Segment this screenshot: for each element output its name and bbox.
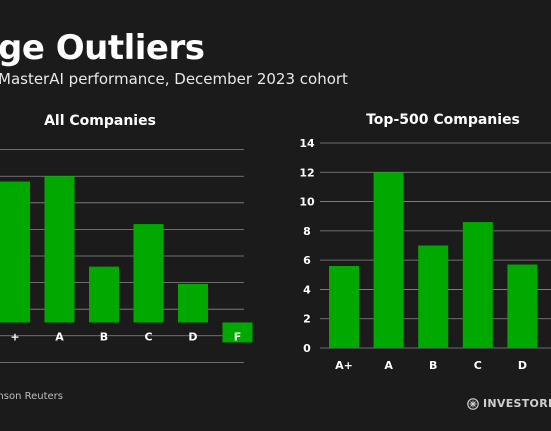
category-label: C <box>474 359 482 372</box>
bar <box>329 266 359 348</box>
bar <box>222 322 253 343</box>
logo-text: INVESTORPL <box>483 397 551 410</box>
category-label: C <box>144 330 152 343</box>
chart-title: Top-500 Companies <box>366 112 520 128</box>
category-label: A <box>384 359 393 372</box>
brand-logo: INVESTORPL <box>467 397 551 410</box>
y-tick-label: 14 <box>299 137 315 150</box>
y-tick-label: 12 <box>299 166 314 179</box>
category-label: A+ <box>335 359 353 372</box>
category-label: D <box>518 359 527 372</box>
category-label: D <box>188 330 197 343</box>
y-tick-label: 4 <box>303 283 311 296</box>
category-label: B <box>429 359 437 372</box>
bar <box>44 176 75 323</box>
y-tick-label: 6 <box>303 254 311 267</box>
page-subtitle: MasterAI performance, December 2023 coho… <box>0 70 348 88</box>
bar <box>462 222 493 348</box>
bar <box>373 172 404 348</box>
source-note: mson Reuters <box>0 391 63 402</box>
logo-mark-icon <box>467 397 479 410</box>
category-label: + <box>10 330 19 343</box>
bar <box>0 181 30 323</box>
y-tick-label: 10 <box>299 196 315 209</box>
y-tick-label: 8 <box>303 225 311 238</box>
bar <box>178 283 208 323</box>
y-tick-label: 2 <box>303 313 311 326</box>
category-label: F <box>234 330 242 343</box>
page-title: ge Outliers <box>0 28 205 68</box>
bar <box>507 264 538 348</box>
bar <box>89 266 119 323</box>
chart-title: All Companies <box>44 113 156 129</box>
category-label: B <box>100 330 108 343</box>
y-tick-label: 0 <box>303 342 311 355</box>
bar <box>418 245 449 348</box>
bar <box>133 224 164 323</box>
category-label: A <box>55 330 64 343</box>
